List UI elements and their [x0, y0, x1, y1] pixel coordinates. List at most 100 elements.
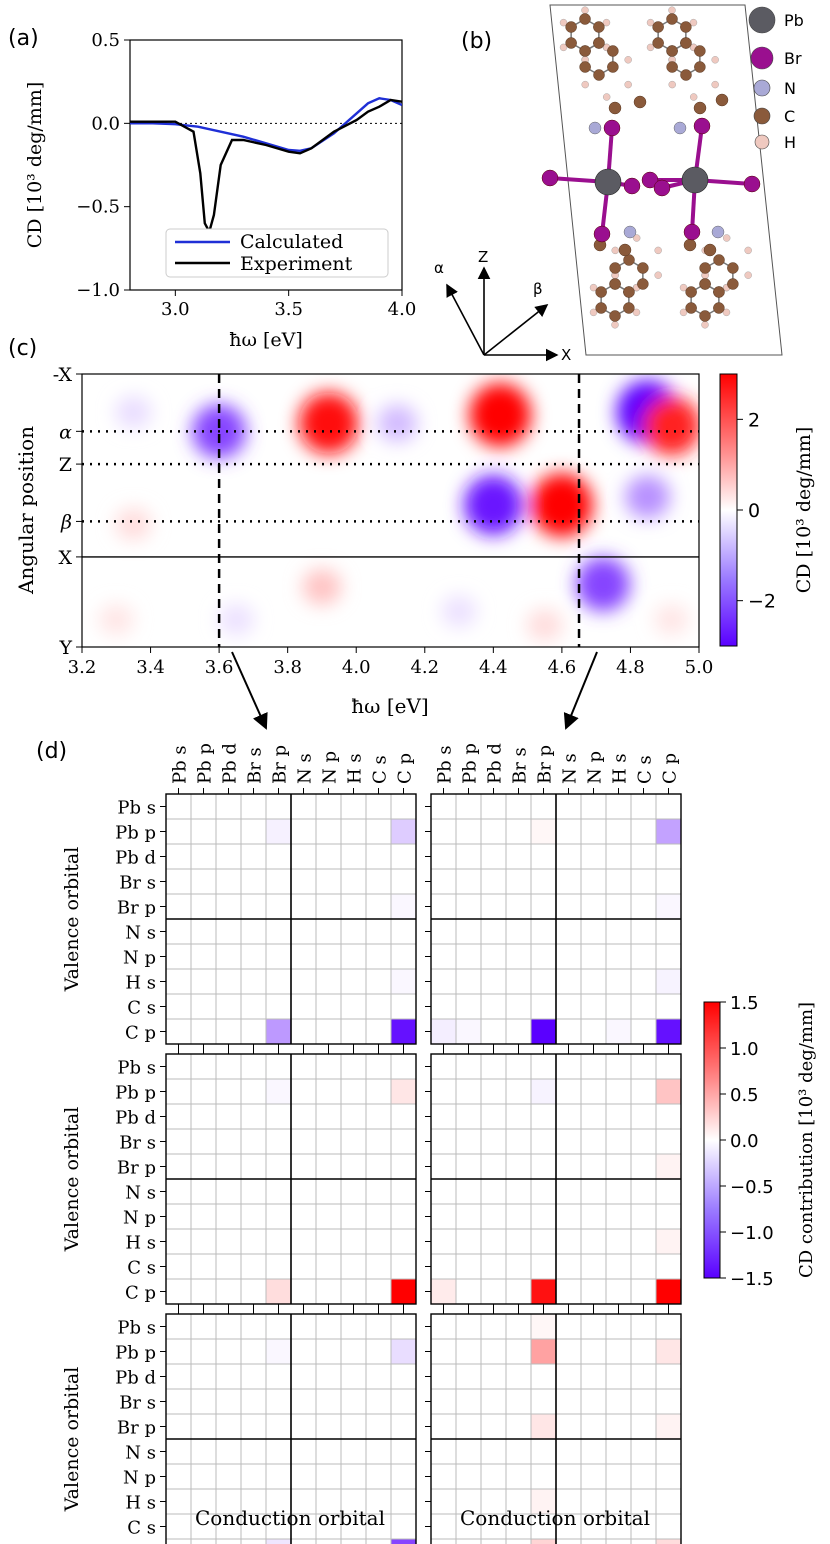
arrow-to-right-matrix: [563, 651, 598, 730]
axis-z-label: Z: [478, 248, 488, 266]
panel-a-ytick: 0.5: [91, 30, 120, 51]
heatmap-blob: [302, 568, 342, 606]
panel-d-xlabel-left: Conduction orbital: [195, 1506, 385, 1530]
valence-orbital-label: Pb s: [117, 1318, 156, 1339]
valence-orbital-label: C s: [127, 1518, 156, 1539]
panel-a-xlabel: ħω [eV]: [229, 329, 303, 351]
valence-orbital-label: H s: [125, 1493, 156, 1514]
orbital-matrix: Pb s Pb p Pb d Br s Br p N s N p H s C s C p Valen…: [61, 1048, 417, 1310]
heatmap-blob: [642, 396, 699, 456]
panel-c-frame: [81, 373, 700, 648]
matrix-cell: [656, 1339, 681, 1364]
matrix-cell: [656, 1414, 681, 1439]
panel-d-colorbar-tick: 0.0: [730, 1131, 759, 1152]
panel-c-ytick: Y: [58, 637, 72, 659]
matrix-cell: [531, 1489, 556, 1514]
orbital-matrix: Pb s Pb p Pb d Br s Br p N s N p H s C s C p Valen…: [61, 1308, 417, 1544]
conduction-orbital-label: Pb p: [195, 743, 216, 784]
conduction-orbital-label: Br p: [535, 745, 556, 784]
panel-label-d: (d): [36, 739, 67, 764]
valence-orbital-label: H s: [125, 1233, 156, 1254]
axis-x-label: X: [561, 346, 571, 364]
valence-orbital-label: Pb s: [117, 1058, 156, 1079]
conduction-orbital-label: H s: [610, 753, 631, 784]
matrix-cell: [391, 1279, 416, 1304]
panel-a-legend: Calculated Experiment: [165, 228, 389, 278]
matrix-cell: [391, 1339, 416, 1364]
panel-c-xtick: 3.4: [136, 657, 165, 678]
panel-d-ylabel: Valence orbital: [61, 1367, 83, 1513]
conduction-orbital-label: C s: [370, 755, 391, 784]
matrix-cell: [266, 819, 291, 844]
conduction-orbital-label: Pb d: [220, 743, 241, 784]
matrix-cell: [431, 1279, 456, 1304]
panel-d-colorbar: [703, 1001, 721, 1279]
matrix-cell: [391, 819, 416, 844]
panel-label-c: (c): [8, 336, 37, 361]
heatmap-blob: [654, 603, 690, 636]
matrix-cell: [431, 1019, 456, 1044]
panel-a-xtick: 4.0: [388, 299, 417, 320]
heatmap-blob: [576, 557, 631, 612]
matrix-cell: [656, 819, 681, 844]
series-calculated-line: [130, 97, 402, 153]
matrix-cell: [531, 1279, 556, 1304]
legend-element-label: N: [784, 79, 796, 98]
conduction-orbital-label: C p: [660, 753, 681, 784]
panel-a-ytick: −0.5: [76, 197, 120, 218]
panel-c-xtick: 4.0: [342, 657, 371, 678]
legend-atom-n-icon: [753, 79, 771, 97]
legend-calculated: Calculated: [240, 231, 343, 253]
panel-c-colorbar-tick: 2: [748, 409, 760, 431]
valence-orbital-label: Br p: [117, 898, 156, 919]
matrix-cell: [656, 1019, 681, 1044]
axis-beta-label: β: [533, 280, 543, 298]
valence-orbital-label: Pb d: [115, 1108, 156, 1129]
valence-orbital-label: H s: [125, 973, 156, 994]
panel-a-line-chart: 3.0 3.5 4.00.50.0−0.5−1.0 CD [10³ deg/mm] …: [24, 30, 416, 351]
panel-d-colorbar-tick: −1.0: [730, 1223, 774, 1244]
heatmap-blob: [115, 507, 152, 541]
valence-orbital-label: C p: [125, 1543, 156, 1544]
matrix-cell: [656, 1154, 681, 1179]
panel-c-ytick: β: [60, 511, 72, 533]
matrix-cell: [656, 1539, 681, 1544]
heatmap-blob: [625, 475, 671, 519]
conduction-orbital-label: Br s: [510, 747, 531, 784]
heatmap-blob: [530, 473, 593, 538]
panel-c-xtick: 3.6: [205, 657, 234, 678]
conduction-orbital-label: Br p: [270, 745, 291, 784]
matrix-cell: [456, 1019, 481, 1044]
panel-a-ytick: 0.0: [91, 113, 120, 134]
conduction-orbital-label: C p: [395, 753, 416, 784]
valence-orbital-label: C s: [127, 1258, 156, 1279]
legend-atom-h-icon: [754, 134, 770, 150]
legend-element-label: C: [784, 107, 795, 126]
arrow-to-left-matrix: [231, 651, 268, 730]
matrix-cell: [656, 1279, 681, 1304]
heatmap-blob: [218, 603, 254, 636]
matrix-cell: [656, 969, 681, 994]
matrix-cell: [266, 1279, 291, 1304]
valence-orbital-label: N s: [125, 1183, 156, 1204]
panel-d-colorbar-tick: 0.5: [730, 1085, 759, 1106]
panel-a-ytick: −1.0: [76, 280, 120, 301]
element-legend: Pb Br NCH: [748, 6, 804, 152]
panel-c-ylabel: Angular position: [14, 426, 38, 595]
legend-atom-br-icon: [750, 46, 774, 70]
orbital-matrix: [425, 1048, 682, 1310]
heatmap-blob: [526, 608, 563, 642]
valence-orbital-label: C p: [125, 1283, 156, 1304]
panel-c-ytick: α: [59, 421, 72, 443]
panel-c-xtick: 3.2: [68, 657, 97, 678]
valence-orbital-label: Br p: [117, 1418, 156, 1439]
valence-orbital-label: Br p: [117, 1158, 156, 1179]
heatmap-blob: [98, 603, 134, 636]
matrix-cell: [391, 894, 416, 919]
panel-c-colorbar-label: CD [10³ deg/mm]: [793, 427, 815, 593]
matrix-cell: [266, 1019, 291, 1044]
valence-orbital-label: C s: [127, 998, 156, 1019]
matrix-cell: [656, 1079, 681, 1104]
valence-orbital-label: N p: [123, 1208, 156, 1229]
